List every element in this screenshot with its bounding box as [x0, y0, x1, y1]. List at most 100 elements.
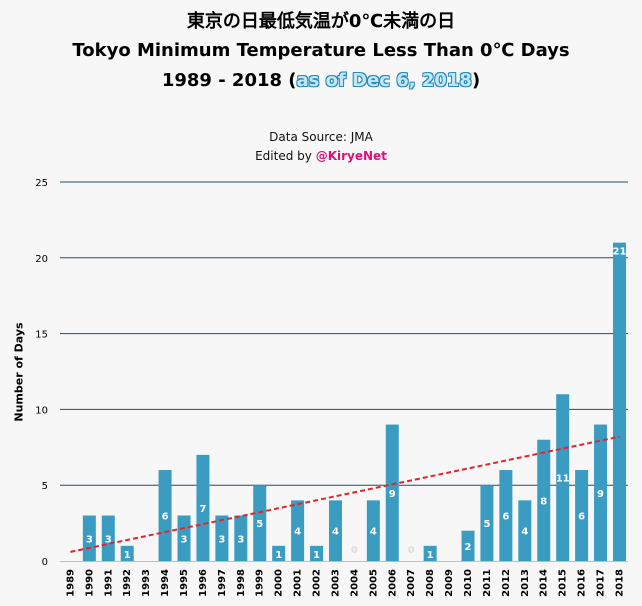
y-tick-label: 5	[42, 481, 48, 492]
x-tick-label: 2002	[312, 569, 323, 597]
x-tick-label: 2004	[349, 569, 360, 597]
bar	[499, 470, 513, 561]
x-tick-label: 2011	[482, 569, 493, 597]
bar	[461, 530, 475, 561]
x-tick-label: 2008	[425, 569, 436, 597]
x-tick-label: 1989	[65, 569, 76, 597]
x-tick-label: 1998	[236, 569, 247, 597]
x-tick-label: 2005	[368, 569, 379, 597]
bar	[291, 500, 305, 561]
x-tick-label: 1992	[122, 569, 133, 597]
data-label: 3	[86, 534, 93, 545]
data-label: 7	[199, 504, 206, 515]
x-tick-label: 1996	[198, 569, 209, 597]
bar	[310, 545, 324, 561]
data-label: 21	[613, 247, 627, 258]
x-tick-label: 1990	[84, 569, 95, 597]
x-tick-label: 1993	[141, 569, 152, 597]
x-tick-label: 2015	[558, 569, 569, 597]
data-label: 1	[275, 550, 282, 561]
data-label: 8	[540, 496, 547, 507]
bar	[272, 545, 286, 561]
source-block: Data Source: JMA Edited by @KiryeNet	[0, 128, 642, 166]
bar	[234, 515, 248, 561]
y-tick-label: 25	[35, 178, 48, 189]
edited-by-handle: @KiryeNet	[315, 149, 387, 163]
data-label: 5	[256, 519, 263, 530]
chart-title-english: Tokyo Minimum Temperature Less Than 0℃ D…	[72, 40, 570, 61]
x-tick-label: 2017	[596, 569, 607, 597]
chart-title-japanese: 東京の日最低気温が0℃未満の日	[186, 11, 456, 32]
bar	[120, 545, 134, 561]
chart-title-range: 1989 - 2018 (as of Dec 6, 2018)	[0, 66, 642, 96]
data-label: 4	[294, 527, 301, 538]
edited-by-prefix: Edited by	[255, 149, 316, 163]
bar	[253, 485, 267, 561]
bar	[612, 242, 626, 561]
data-label: 6	[578, 512, 585, 523]
x-tick-label: 1999	[255, 569, 266, 597]
x-tick-label: 2009	[444, 569, 455, 597]
bar	[82, 515, 96, 561]
bar	[177, 515, 191, 561]
data-label: 1	[427, 550, 434, 561]
edited-by-text: Edited by @KiryeNet	[0, 147, 642, 166]
bar	[196, 454, 210, 561]
data-label: 4	[332, 527, 339, 538]
bar	[366, 500, 380, 561]
data-label: 0	[408, 545, 415, 556]
x-tick-label: 1994	[160, 569, 171, 597]
bar	[158, 470, 172, 561]
data-label: 3	[218, 534, 225, 545]
bar	[101, 515, 115, 561]
bar	[328, 500, 342, 561]
title-as-of-date: as of Dec 6, 2018	[296, 70, 472, 91]
x-tick-label: 2013	[520, 569, 531, 597]
x-tick-label: 2000	[274, 569, 285, 597]
data-label: 5	[483, 519, 490, 530]
x-tick-label: 1995	[179, 569, 190, 597]
bar	[385, 424, 399, 561]
x-tick-label: 2012	[501, 569, 512, 597]
x-tick-label: 1991	[103, 569, 114, 597]
y-tick-label: 15	[35, 330, 48, 341]
bar	[215, 515, 229, 561]
bar	[423, 545, 437, 561]
x-tick-label: 1997	[217, 569, 228, 597]
data-label: 3	[237, 534, 244, 545]
data-source-text: Data Source: JMA	[269, 130, 373, 144]
y-tick-label: 10	[35, 405, 48, 416]
x-tick-label: 2003	[330, 569, 341, 597]
data-label: 2	[465, 542, 472, 553]
data-label: 11	[556, 474, 570, 485]
x-tick-label: 2016	[577, 569, 588, 597]
data-label: 1	[313, 550, 320, 561]
data-label: 4	[521, 527, 528, 538]
data-label: 3	[181, 534, 188, 545]
y-tick-label: 20	[35, 254, 48, 265]
data-label: 0	[351, 545, 358, 556]
chart-title-block: 東京の日最低気温が0℃未満の日 Tokyo Minimum Temperatur…	[0, 6, 642, 96]
data-label: 3	[105, 534, 112, 545]
x-tick-label: 2006	[387, 569, 398, 597]
x-tick-label: 2010	[463, 569, 474, 597]
data-label: 9	[597, 489, 604, 500]
bar	[480, 485, 494, 561]
title-year-range: 1989 - 2018 (	[161, 70, 297, 91]
bar	[518, 500, 532, 561]
bar	[537, 439, 551, 561]
title-close-paren: )	[471, 70, 481, 91]
bar	[556, 394, 570, 561]
data-label: 4	[370, 527, 377, 538]
data-label: 9	[389, 489, 396, 500]
bar	[575, 470, 589, 561]
data-label: 6	[162, 512, 169, 523]
y-tick-label: 0	[42, 557, 48, 568]
x-tick-label: 2007	[406, 569, 417, 597]
x-tick-label: 2018	[614, 569, 625, 597]
data-label: 6	[502, 512, 509, 523]
data-label: 1	[124, 550, 131, 561]
x-tick-label: 2014	[539, 569, 550, 597]
trend-line	[70, 435, 620, 553]
